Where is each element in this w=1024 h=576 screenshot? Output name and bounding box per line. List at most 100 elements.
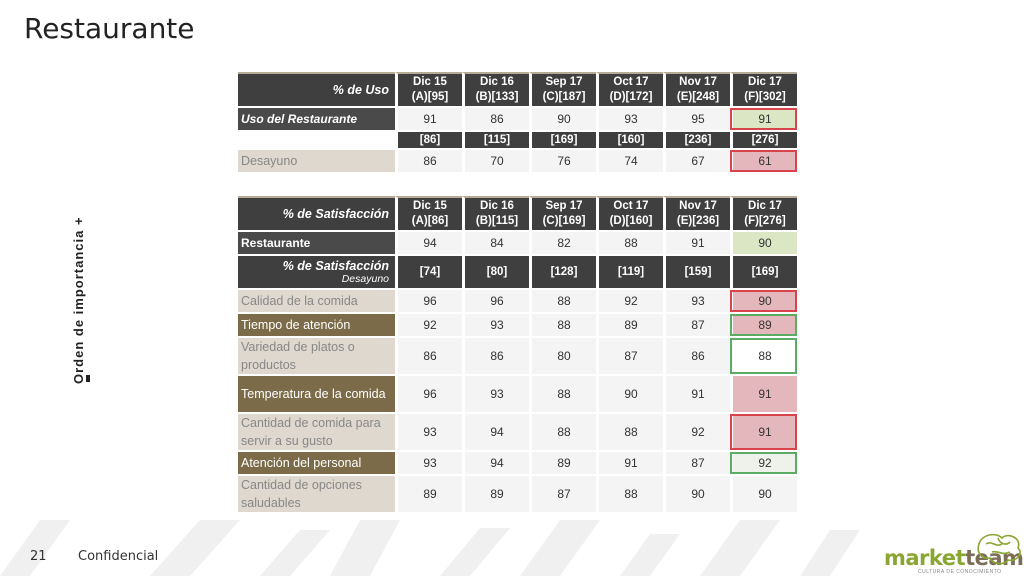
cell-value: 91: [730, 108, 797, 130]
row-label: Calidad de la comida: [238, 290, 395, 312]
cell-value: 88: [529, 414, 596, 450]
cell-value: 91: [395, 108, 462, 130]
cell-value: 82: [529, 232, 596, 254]
satisfaction-col-header: Nov 17 (E)[236]: [663, 196, 730, 230]
satisfaction-header-label: % de Satisfacción: [238, 196, 395, 230]
footer-confidential: Confidencial: [78, 549, 159, 564]
cell-value: 94: [462, 452, 529, 474]
cell-value: 93: [663, 290, 730, 312]
cell-value: 90: [663, 476, 730, 512]
page-number: 21: [30, 549, 47, 564]
cell-value: 87: [663, 314, 730, 336]
cell-value: 67: [663, 150, 730, 172]
cell-value: 94: [395, 232, 462, 254]
cell-value: 93: [395, 414, 462, 450]
cell-value: 86: [462, 108, 529, 130]
blank-cell: [238, 132, 395, 148]
base-value: [159]: [663, 256, 730, 288]
cell-value: 89: [395, 476, 462, 512]
row-label: Cantidad de comida para servir a su gust…: [238, 414, 395, 450]
base-value: [115]: [462, 132, 529, 148]
uso-table: % de Uso Dic 15 (A)[95] Dic 16 (B)[133] Se…: [238, 70, 797, 174]
table-row: Atención del personal 93 94 89 91 87 92: [238, 452, 797, 474]
uso-header-row: % de Uso Dic 15 (A)[95] Dic 16 (B)[133] Se…: [238, 72, 797, 106]
base-value: [80]: [462, 256, 529, 288]
uso-header-label: % de Uso: [238, 72, 395, 106]
cell-value: 94: [462, 414, 529, 450]
cell-value: 74: [596, 150, 663, 172]
cell-value: 88: [730, 338, 797, 374]
cell-value: 88: [596, 414, 663, 450]
satisfaction-col-header: Dic 16 (B)[115]: [462, 196, 529, 230]
brand-logo-part2: team: [965, 546, 1024, 570]
base-value: [74]: [395, 256, 462, 288]
cell-value: 89: [462, 476, 529, 512]
table-row: Cantidad de comida para servir a su gust…: [238, 414, 797, 450]
cell-value: 92: [395, 314, 462, 336]
cell-value: 92: [730, 452, 797, 474]
cell-value: 91: [730, 414, 797, 450]
row-label: Variedad de platos o productos: [238, 338, 395, 374]
cell-value: 88: [529, 290, 596, 312]
uso-col-header: Oct 17 (D)[172]: [596, 72, 663, 106]
importance-axis-minus: [86, 375, 90, 382]
brand-logo-text: marketteam: [884, 546, 1024, 570]
cell-value: 89: [529, 452, 596, 474]
cell-value: 88: [529, 376, 596, 412]
cell-value: 88: [529, 314, 596, 336]
uso-col-header: Nov 17 (E)[248]: [663, 72, 730, 106]
row-label: Uso del Restaurante: [238, 108, 395, 130]
cell-value: 87: [596, 338, 663, 374]
cell-value: 95: [663, 108, 730, 130]
cell-value: 86: [663, 338, 730, 374]
brand-tagline: CULTURA DE CONOCIMIENTO: [918, 569, 1002, 575]
cell-value: 76: [529, 150, 596, 172]
cell-value: 91: [663, 232, 730, 254]
cell-value: 88: [596, 232, 663, 254]
table-row: Temperatura de la comida 96 93 88 90 91 …: [238, 376, 797, 412]
satisfaction-header-row: % de Satisfacción Dic 15 (A)[86] Dic 16 (B…: [238, 196, 797, 230]
base-value: [86]: [395, 132, 462, 148]
row-label: Temperatura de la comida: [238, 376, 395, 412]
cell-value: 91: [596, 452, 663, 474]
satisfaction-subheader-row: % de Satisfacción Desayuno [74] [80] [12…: [238, 256, 797, 288]
importance-axis-label: Orden de importancia +: [71, 216, 86, 384]
table-row: Calidad de la comida 96 96 88 92 93 90: [238, 290, 797, 312]
satisfaction-table: % de Satisfacción Dic 15 (A)[86] Dic 16 (B…: [238, 194, 797, 514]
table-row: Uso del Restaurante 91 86 90 93 95 91: [238, 108, 797, 130]
uso-col-header: Dic 15 (A)[95]: [395, 72, 462, 106]
cell-value: 70: [462, 150, 529, 172]
satisfaction-col-header: Dic 17 (F)[276]: [730, 196, 797, 230]
base-value: [160]: [596, 132, 663, 148]
brand-logo-part1: market: [884, 546, 966, 570]
decorative-stripes: [0, 520, 860, 576]
cell-value: 84: [462, 232, 529, 254]
base-value: [119]: [596, 256, 663, 288]
cell-value: 90: [529, 108, 596, 130]
slide-title: Restaurante: [24, 12, 195, 45]
satisfaction-subheader-label: % de Satisfacción Desayuno: [238, 256, 395, 288]
cell-value: 96: [395, 376, 462, 412]
uso-col-header: Dic 17 (F)[302]: [730, 72, 797, 106]
cell-value: 86: [462, 338, 529, 374]
cell-value: 91: [663, 376, 730, 412]
cell-value: 86: [395, 150, 462, 172]
cell-value: 93: [596, 108, 663, 130]
cell-value: 89: [730, 314, 797, 336]
cell-value: 87: [529, 476, 596, 512]
table-row: Tiempo de atención 92 93 88 89 87 89: [238, 314, 797, 336]
row-label: Tiempo de atención: [238, 314, 395, 336]
table-row: Desayuno 86 70 76 74 67 61: [238, 150, 797, 172]
row-label: Atención del personal: [238, 452, 395, 474]
cell-value: 91: [730, 376, 797, 412]
table-row: Variedad de platos o productos 86 86 80 …: [238, 338, 797, 374]
cell-value: 86: [395, 338, 462, 374]
sub-base-row: [86] [115] [169] [160] [236] [276]: [238, 132, 797, 148]
cell-value: 88: [596, 476, 663, 512]
cell-value: 93: [462, 376, 529, 412]
satisfaction-col-header: Dic 15 (A)[86]: [395, 196, 462, 230]
base-value: [169]: [730, 256, 797, 288]
cell-value: 93: [395, 452, 462, 474]
cell-value: 96: [395, 290, 462, 312]
cell-value: 93: [462, 314, 529, 336]
